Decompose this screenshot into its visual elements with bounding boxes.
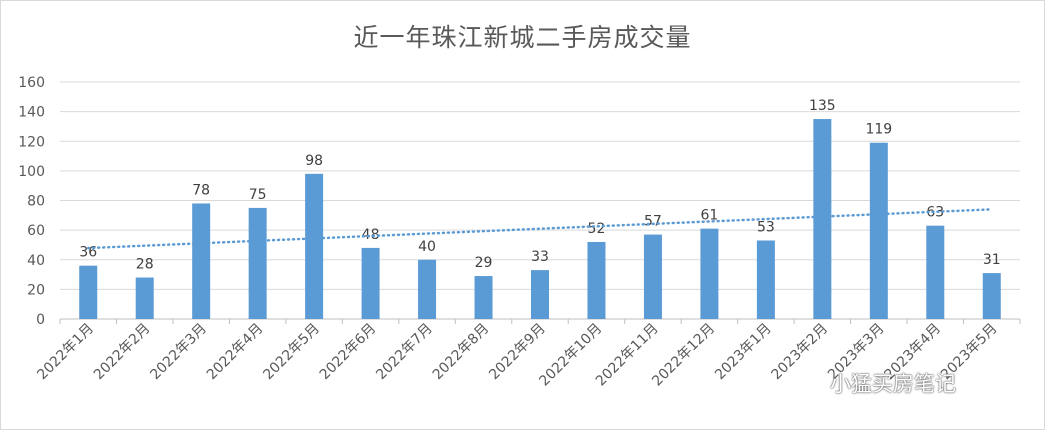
data-label: 75 (249, 187, 267, 203)
bar (813, 119, 832, 319)
bar (531, 270, 549, 319)
data-label: 33 (531, 249, 549, 265)
bar (305, 173, 324, 319)
y-tick-label: 0 (36, 312, 45, 328)
y-tick-label: 60 (27, 223, 45, 239)
bar (643, 234, 662, 319)
bar (135, 277, 154, 319)
watermark-text: 小猛买房笔记 (830, 372, 956, 396)
data-label: 78 (192, 182, 210, 198)
bar (869, 142, 888, 319)
trendline (86, 208, 994, 250)
bar (756, 240, 775, 319)
y-tick-label: 140 (18, 105, 45, 121)
data-label: 53 (757, 219, 775, 235)
bar (700, 228, 719, 319)
x-tick-label: 2022年4月 (204, 321, 267, 384)
x-tick-label: 2022年6月 (317, 321, 380, 384)
data-label: 29 (475, 255, 493, 271)
y-tick-label: 80 (27, 194, 45, 210)
data-label: 52 (588, 221, 606, 237)
bar (192, 203, 211, 319)
x-tick-label: 2022年1月 (34, 321, 97, 384)
watermark: 小猛买房笔记 (798, 368, 956, 398)
data-label: 135 (809, 98, 836, 114)
x-tick-label: 2022年2月 (91, 321, 154, 384)
data-label: 119 (865, 122, 892, 138)
bar (587, 241, 606, 319)
bar (361, 247, 380, 319)
y-tick-label: 20 (27, 282, 45, 298)
y-tick-label: 100 (18, 164, 45, 180)
data-label: 40 (418, 239, 436, 255)
x-tick-label: 2022年8月 (430, 321, 493, 384)
bar (474, 276, 493, 319)
wechat-icon (798, 372, 824, 393)
bar (926, 225, 945, 319)
data-label: 57 (644, 214, 662, 230)
data-label: 28 (136, 257, 154, 273)
x-tick-label: 2023年1月 (712, 321, 775, 384)
x-tick-label: 2022年7月 (373, 321, 436, 384)
bar (418, 259, 437, 319)
y-tick-label: 120 (18, 134, 45, 150)
bar (982, 273, 1001, 319)
chart-title: 近一年珠江新城二手房成交量 (353, 23, 692, 52)
x-tick-label: 2022年5月 (260, 321, 323, 384)
x-tick-label: 2022年3月 (147, 321, 210, 384)
data-label: 63 (926, 205, 944, 221)
data-label: 31 (983, 252, 1001, 268)
bar (248, 207, 267, 319)
bar (79, 265, 98, 319)
y-tick-label: 40 (27, 253, 45, 269)
y-tick-label: 160 (18, 75, 45, 91)
data-label: 98 (305, 153, 323, 169)
data-label: 61 (700, 208, 718, 224)
data-label: 48 (362, 227, 380, 243)
